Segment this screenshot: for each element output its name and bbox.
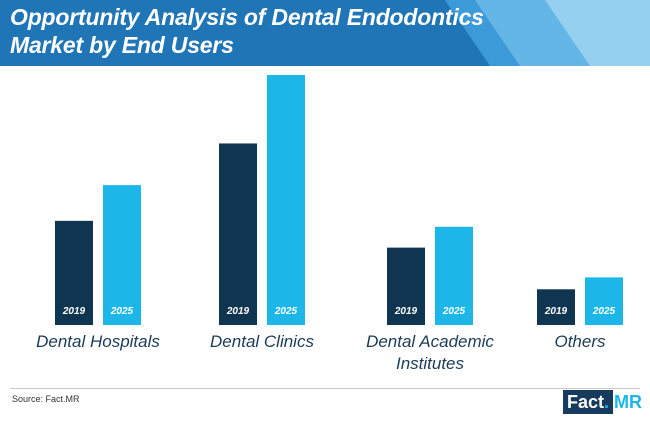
header-main-band [0,0,490,66]
bar-2019-3 [537,289,575,325]
logo-dot: . [603,392,609,412]
bar-label-2019-0: 2019 [62,306,86,317]
bar-label-2025-2: 2025 [442,306,466,317]
bar-2025-0 [103,185,141,325]
chart-header: Opportunity Analysis of Dental Endodonti… [0,0,650,66]
bar-label-2019-2: 2019 [394,306,418,317]
factmr-logo: Fact. MR [562,390,642,414]
bar-2019-1 [219,143,257,325]
category-label-0-line-1: Dental Hospitals [36,332,160,351]
bar-label-2019-3: 2019 [544,306,568,317]
chart-title-line-1: Opportunity Analysis of Dental Endodonti… [10,4,484,30]
footer-divider [10,388,640,389]
chart-title-line-2: Market by End Users [10,32,234,58]
header-banner-graphic [0,0,650,66]
bar-label-2025-3: 2025 [592,306,616,317]
logo-box: Fact. [562,390,613,414]
bar-2025-1 [267,75,305,325]
header-stripe-mid [465,0,590,66]
bar-label-2025-0: 2025 [110,306,134,317]
bar-2019-0 [55,220,93,325]
bar-2025-3 [585,277,623,325]
source-note: Source: Fact.MR [12,394,80,404]
bar-2019-2 [387,247,425,325]
bar-label-2019-1: 2019 [226,306,250,317]
category-label-1-line-1: Dental Clinics [210,332,314,351]
category-label-3-line-1: Others [554,332,606,351]
bar-label-2025-1: 2025 [274,306,298,317]
logo-text-fact: Fact [566,392,604,412]
category-label-2-line-1: Dental Academic [366,332,494,351]
bar-chart: 2019 2025 Dental Hospitals 2019 2025 Dental C… [36,75,623,373]
logo-text-mr: MR [614,392,642,412]
category-label-2-line-2: Institutes [396,354,465,373]
bar-2025-2 [435,226,473,325]
